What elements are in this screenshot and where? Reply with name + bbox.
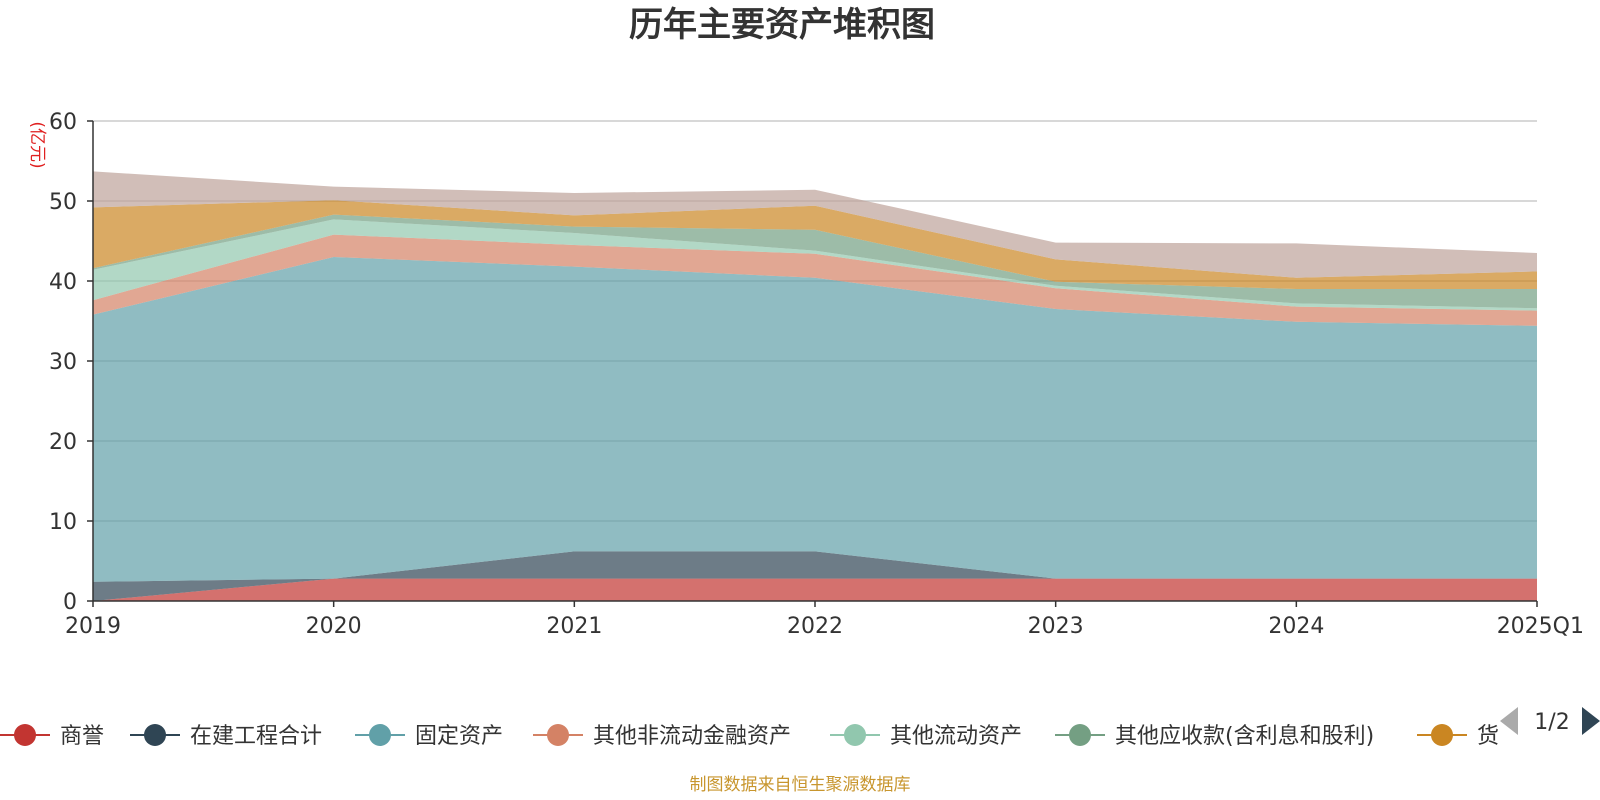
legend-label: 其他非流动金融资产 bbox=[593, 724, 791, 749]
area-series-2 bbox=[93, 551, 1537, 601]
legend-item[interactable]: 货 bbox=[1417, 724, 1499, 749]
x-tick-label: 2021 bbox=[546, 614, 602, 639]
legend-label: 在建工程合计 bbox=[190, 724, 322, 749]
legend: 商誉 在建工程合计 固定资产 其他非流动金融资产 其他流动资产 其他应收款(含利息和股利)… bbox=[0, 724, 1499, 749]
legend-next-icon[interactable] bbox=[1582, 707, 1600, 735]
legend-item[interactable]: 固定资产 bbox=[355, 724, 503, 749]
y-tick-label: 50 bbox=[49, 190, 77, 215]
legend-item[interactable]: 其他流动资产 bbox=[830, 724, 1022, 749]
area-series-4 bbox=[93, 234, 1537, 326]
legend-label: 其他应收款(含利息和股利) bbox=[1115, 724, 1374, 749]
area-series-1 bbox=[93, 578, 1537, 601]
x-tick-label: 2020 bbox=[306, 614, 362, 639]
legend-label: 商誉 bbox=[60, 724, 104, 749]
y-tick-label: 20 bbox=[49, 430, 77, 455]
chart-title: 历年主要资产堆积图 bbox=[629, 5, 935, 45]
legend-marker-icon bbox=[369, 724, 391, 746]
y-tick-label: 0 bbox=[63, 590, 77, 615]
y-tick-label: 60 bbox=[49, 110, 77, 135]
x-tick-label: 2022 bbox=[787, 614, 843, 639]
legend-item[interactable]: 商誉 bbox=[0, 724, 104, 749]
x-tick-label: 2023 bbox=[1028, 614, 1084, 639]
legend-page-indicator: 1/2 bbox=[1534, 710, 1569, 735]
axes: 0 10 20 30 40 50 60 2019 2020 2021 2022 2023 2024 202… bbox=[49, 110, 1584, 639]
legend-marker-icon bbox=[1069, 724, 1091, 746]
y-axis-unit: (亿元) bbox=[27, 121, 47, 168]
legend-marker-icon bbox=[844, 724, 866, 746]
legend-item[interactable]: 其他非流动金融资产 bbox=[533, 724, 791, 749]
x-tick-label: 2025Q1 bbox=[1497, 614, 1584, 639]
y-tick-label: 30 bbox=[49, 350, 77, 375]
y-tick-label: 10 bbox=[49, 510, 77, 535]
x-tick-label: 2024 bbox=[1268, 614, 1324, 639]
area-series-3 bbox=[93, 257, 1537, 582]
legend-label: 固定资产 bbox=[415, 724, 503, 749]
legend-label: 其他流动资产 bbox=[890, 724, 1022, 749]
x-tick-label: 2019 bbox=[65, 614, 121, 639]
area-series bbox=[93, 171, 1537, 601]
legend-marker-icon bbox=[14, 724, 36, 746]
area-series-6 bbox=[93, 214, 1537, 309]
legend-label: 货 bbox=[1477, 724, 1499, 749]
data-source-note: 制图数据来自恒生聚源数据库 bbox=[690, 775, 911, 795]
legend-item[interactable]: 其他应收款(含利息和股利) bbox=[1055, 724, 1374, 749]
area-series-8 bbox=[93, 171, 1537, 278]
legend-item[interactable]: 在建工程合计 bbox=[130, 724, 322, 749]
area-series-7 bbox=[93, 200, 1537, 289]
legend-marker-icon bbox=[144, 724, 166, 746]
legend-marker-icon bbox=[547, 724, 569, 746]
legend-pagination: 1/2 bbox=[1500, 707, 1600, 735]
legend-marker-icon bbox=[1431, 724, 1453, 746]
legend-prev-icon[interactable] bbox=[1500, 707, 1518, 735]
y-tick-label: 40 bbox=[49, 270, 77, 295]
